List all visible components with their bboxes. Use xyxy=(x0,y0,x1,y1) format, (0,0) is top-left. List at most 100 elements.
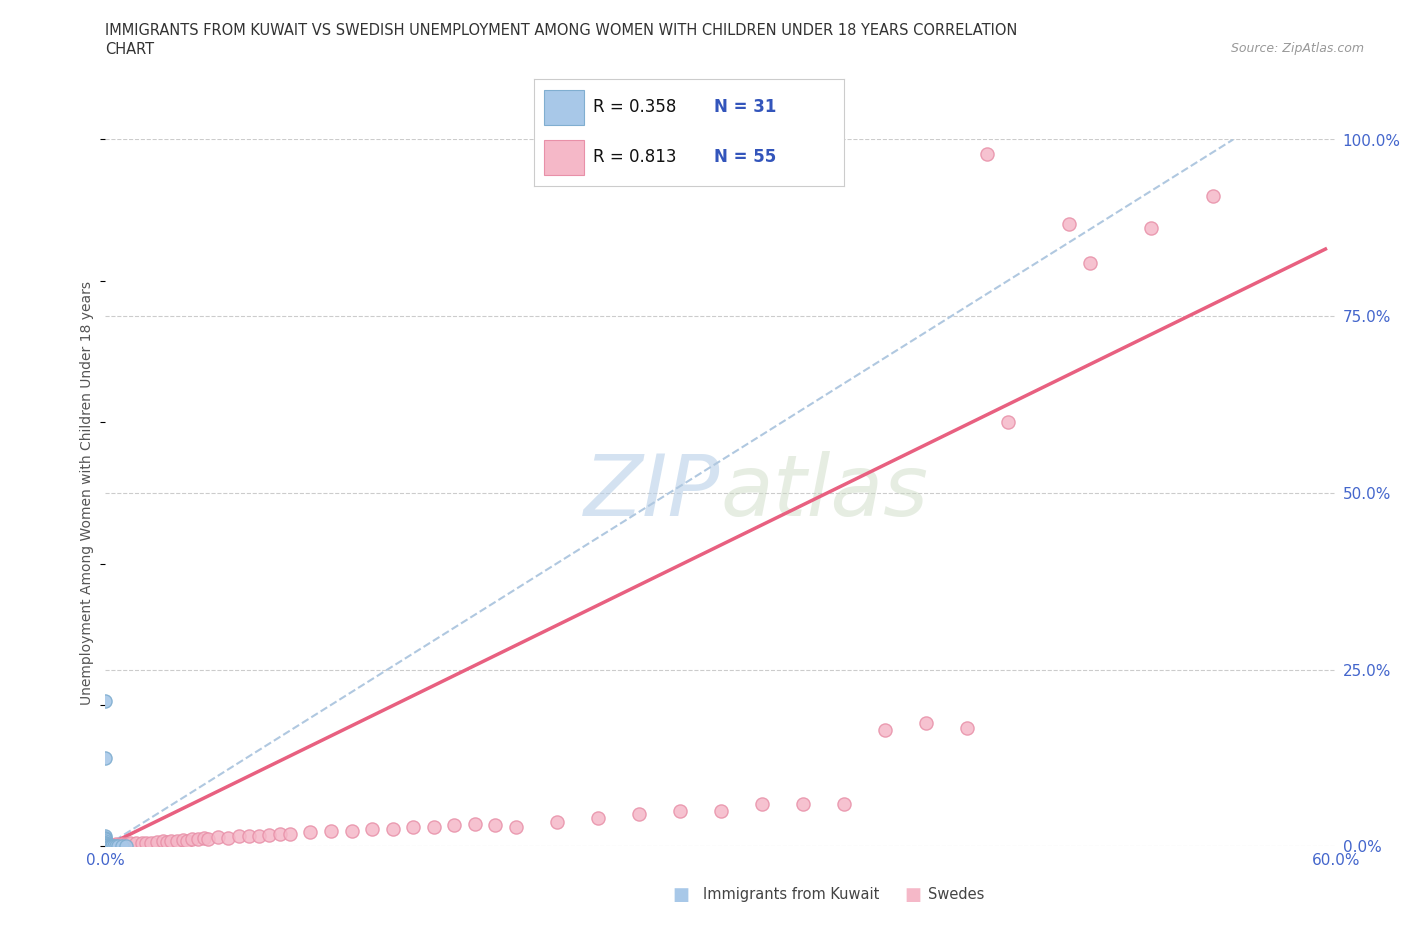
Point xyxy=(98,839,121,854)
Point xyxy=(340,823,363,838)
Text: ZIP: ZIP xyxy=(585,451,721,535)
Point xyxy=(187,831,209,846)
Point xyxy=(381,821,404,836)
Point xyxy=(94,839,117,854)
Point xyxy=(107,837,129,852)
Point xyxy=(100,839,122,854)
Point xyxy=(278,826,301,841)
Point xyxy=(107,839,129,854)
Point xyxy=(94,830,117,845)
Point xyxy=(207,830,229,844)
Point xyxy=(505,819,527,834)
Text: N = 31: N = 31 xyxy=(714,99,776,116)
Point xyxy=(94,836,117,851)
Point xyxy=(94,839,117,854)
Point xyxy=(100,839,122,854)
Point xyxy=(668,804,690,818)
Point xyxy=(1202,189,1225,204)
Point xyxy=(464,817,486,831)
Point xyxy=(94,839,117,854)
Point xyxy=(104,839,127,854)
Point xyxy=(139,835,162,850)
Point xyxy=(299,825,322,840)
Point xyxy=(914,715,936,730)
Point xyxy=(361,822,384,837)
Y-axis label: Unemployment Among Women with Children Under 18 years: Unemployment Among Women with Children U… xyxy=(80,281,94,705)
Point xyxy=(976,146,998,161)
Text: Immigrants from Kuwait: Immigrants from Kuwait xyxy=(703,887,879,902)
Point xyxy=(259,828,281,843)
Point xyxy=(873,723,896,737)
Point xyxy=(94,833,117,848)
Point xyxy=(104,837,127,852)
Point xyxy=(180,831,202,846)
Point xyxy=(160,833,183,848)
Point xyxy=(111,837,134,852)
Point xyxy=(710,804,733,818)
Point xyxy=(247,829,270,844)
Point xyxy=(627,807,650,822)
Point xyxy=(1078,256,1101,271)
Text: R = 0.358: R = 0.358 xyxy=(593,99,676,116)
Point xyxy=(956,720,979,735)
Point xyxy=(135,835,157,850)
Point xyxy=(238,829,260,844)
Point xyxy=(484,817,506,832)
Point xyxy=(145,834,167,849)
Point xyxy=(94,839,117,854)
Text: Source: ZipAtlas.com: Source: ZipAtlas.com xyxy=(1230,42,1364,55)
Point xyxy=(115,837,138,852)
Point xyxy=(1057,217,1080,232)
Point xyxy=(422,819,444,834)
Text: ■: ■ xyxy=(904,885,921,904)
Point xyxy=(115,839,138,854)
Point xyxy=(111,839,134,854)
Text: N = 55: N = 55 xyxy=(714,148,776,166)
Bar xyxy=(544,140,583,175)
Point xyxy=(120,836,141,851)
Point xyxy=(176,833,198,848)
Point xyxy=(94,694,117,709)
Point xyxy=(792,796,814,811)
Point xyxy=(1140,220,1163,235)
Point xyxy=(193,830,215,845)
Point xyxy=(98,837,121,852)
Text: atlas: atlas xyxy=(721,451,928,535)
Point xyxy=(166,833,188,848)
Point xyxy=(172,832,194,847)
Point xyxy=(269,826,291,841)
Point xyxy=(94,751,117,765)
Point xyxy=(94,839,117,854)
Point xyxy=(228,829,250,844)
Point xyxy=(586,811,609,826)
Text: Swedes: Swedes xyxy=(928,887,984,902)
Point xyxy=(832,796,855,811)
Text: ■: ■ xyxy=(672,885,689,904)
Point xyxy=(94,839,117,854)
Point xyxy=(94,831,117,846)
Point xyxy=(319,823,342,838)
Point xyxy=(218,830,240,845)
Bar xyxy=(544,90,583,125)
Point xyxy=(94,839,117,854)
Point xyxy=(751,796,773,811)
Point xyxy=(94,839,117,854)
Point xyxy=(94,835,117,850)
Text: R = 0.813: R = 0.813 xyxy=(593,148,676,166)
Point xyxy=(152,834,174,849)
Text: CHART: CHART xyxy=(105,42,155,57)
Point xyxy=(546,814,568,829)
Point xyxy=(443,817,465,832)
Point xyxy=(94,837,117,852)
Point xyxy=(94,838,117,853)
Point xyxy=(125,836,148,851)
Point xyxy=(98,839,121,854)
Point xyxy=(197,831,219,846)
Text: IMMIGRANTS FROM KUWAIT VS SWEDISH UNEMPLOYMENT AMONG WOMEN WITH CHILDREN UNDER 1: IMMIGRANTS FROM KUWAIT VS SWEDISH UNEMPL… xyxy=(105,23,1018,38)
Point xyxy=(131,835,153,850)
Point xyxy=(94,829,117,844)
Point xyxy=(94,837,117,852)
Point xyxy=(402,819,425,834)
Point xyxy=(997,415,1019,430)
Point xyxy=(156,834,179,849)
